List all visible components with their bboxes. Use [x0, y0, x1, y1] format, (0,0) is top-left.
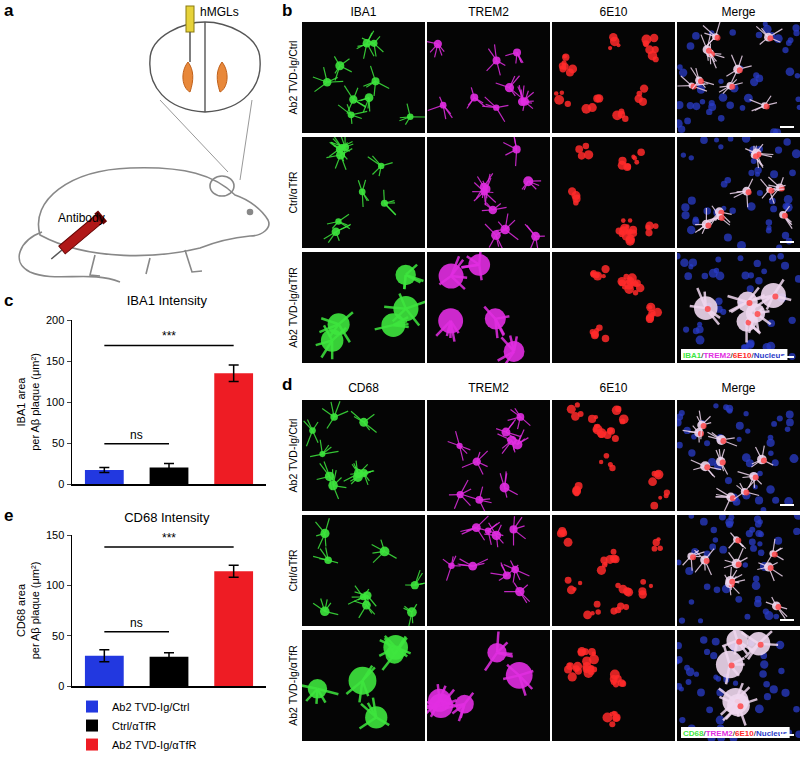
svg-text:Ctrl/αTfR: Ctrl/αTfR [287, 171, 299, 214]
svg-text:a: a [4, 1, 14, 20]
svg-text:Merge: Merge [721, 381, 755, 395]
svg-text:IBA1/TREM2/6E10/Nucleus: IBA1/TREM2/6E10/Nucleus [683, 351, 785, 360]
svg-text:Ab2 TVD-Ig/αTfR: Ab2 TVD-Ig/αTfR [287, 267, 299, 348]
svg-text:Ab2 TVD-Ig/αTfR: Ab2 TVD-Ig/αTfR [112, 739, 196, 751]
svg-text:200: 200 [46, 314, 64, 326]
svg-text:ns: ns [130, 616, 143, 630]
svg-text:IBA1: IBA1 [350, 5, 376, 19]
svg-text:150: 150 [46, 355, 64, 367]
svg-text:CD68: CD68 [348, 381, 379, 395]
svg-text:hMGLs: hMGLs [200, 5, 239, 19]
svg-text:ns: ns [130, 428, 143, 442]
svg-text:***: *** [162, 531, 176, 545]
svg-text:e: e [4, 506, 13, 525]
svg-text:Merge: Merge [721, 5, 755, 19]
svg-text:100: 100 [46, 396, 64, 408]
svg-text:0: 0 [58, 478, 64, 490]
svg-text:6E10: 6E10 [599, 5, 627, 19]
svg-text:IBA1 areaper Aβ plaque (μm²): IBA1 areaper Aβ plaque (μm²) [15, 353, 41, 451]
svg-text:CD68/TREM2/6E10/Nucleus: CD68/TREM2/6E10/Nucleus [683, 729, 788, 738]
svg-text:6E10: 6E10 [599, 381, 627, 395]
svg-text:Antibody: Antibody [58, 211, 105, 225]
svg-text:50: 50 [52, 630, 64, 642]
svg-text:***: *** [162, 329, 176, 343]
svg-text:IBA1 Intensity: IBA1 Intensity [127, 293, 208, 308]
svg-text:Ab2 TVD-Ig/Ctrl: Ab2 TVD-Ig/Ctrl [287, 419, 299, 493]
svg-text:Ab2 TVD-Ig/Ctrl: Ab2 TVD-Ig/Ctrl [287, 41, 299, 115]
svg-text:Ab2 TVD-Ig/αTfR: Ab2 TVD-Ig/αTfR [287, 645, 299, 726]
svg-text:Ctrl/αTfR: Ctrl/αTfR [112, 720, 156, 732]
svg-text:d: d [282, 375, 292, 394]
svg-text:Ab2 TVD-Ig/Ctrl: Ab2 TVD-Ig/Ctrl [112, 701, 189, 713]
svg-text:CD68 Intensity: CD68 Intensity [124, 510, 210, 525]
svg-text:TREM2: TREM2 [468, 5, 509, 19]
svg-text:TREM2: TREM2 [468, 381, 509, 395]
svg-text:50: 50 [52, 437, 64, 449]
svg-text:c: c [4, 291, 13, 310]
svg-text:100: 100 [46, 579, 64, 591]
svg-text:CD68 areaper Aβ plaque (μm²): CD68 areaper Aβ plaque (μm²) [15, 562, 41, 660]
svg-text:0: 0 [58, 680, 64, 692]
svg-text:150: 150 [46, 529, 64, 541]
svg-text:Ctrl/αTfR: Ctrl/αTfR [287, 549, 299, 592]
svg-text:b: b [282, 1, 292, 20]
